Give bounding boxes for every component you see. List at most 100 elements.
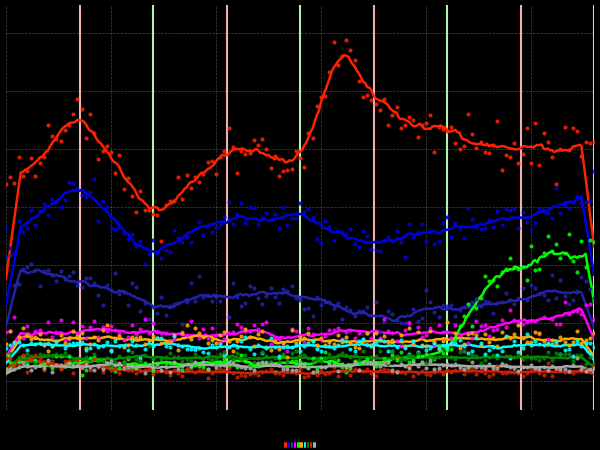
Point <box>119 289 128 296</box>
Point <box>299 163 309 171</box>
Point <box>522 338 532 346</box>
Point <box>127 338 137 345</box>
Point <box>203 374 212 382</box>
Point <box>476 295 485 302</box>
Point <box>551 321 561 328</box>
Point <box>39 364 49 371</box>
Point <box>186 367 196 374</box>
Point <box>392 369 401 376</box>
Point <box>169 336 179 343</box>
Point <box>190 346 200 353</box>
Point <box>430 369 439 376</box>
Point <box>425 358 435 365</box>
Point <box>308 355 317 362</box>
Point <box>249 321 259 328</box>
Point <box>89 353 99 360</box>
Point <box>140 345 149 352</box>
Point <box>119 343 128 351</box>
Point <box>425 227 435 234</box>
Point <box>585 140 595 147</box>
Point <box>333 228 343 235</box>
Point <box>577 367 586 374</box>
Point <box>14 363 23 370</box>
Point <box>400 355 410 362</box>
Point <box>434 344 443 351</box>
Point <box>472 352 481 359</box>
Point <box>64 341 74 348</box>
Point <box>10 314 19 321</box>
Point <box>446 335 456 342</box>
Point <box>505 207 515 214</box>
Point <box>383 308 393 315</box>
Point <box>451 312 460 319</box>
Point <box>501 290 511 297</box>
Point <box>472 144 481 151</box>
Point <box>47 195 57 203</box>
Point <box>514 348 523 355</box>
Point <box>173 342 183 349</box>
Point <box>291 147 301 154</box>
Point <box>22 350 32 357</box>
Point <box>438 328 448 335</box>
Point <box>556 276 565 283</box>
Point <box>350 313 359 320</box>
Point <box>56 137 65 144</box>
Point <box>106 225 116 232</box>
Point <box>522 369 532 376</box>
Point <box>316 239 326 247</box>
Point <box>215 221 225 229</box>
Point <box>518 320 527 327</box>
Point <box>556 351 565 358</box>
Point <box>572 128 582 135</box>
Point <box>123 356 133 363</box>
Point <box>350 57 359 64</box>
Point <box>31 360 40 367</box>
Point <box>236 323 246 330</box>
Point <box>60 363 70 370</box>
Point <box>346 354 355 361</box>
Point <box>493 351 502 359</box>
Point <box>266 360 275 367</box>
Point <box>178 357 187 364</box>
Point <box>60 275 70 282</box>
Point <box>375 248 385 255</box>
Point <box>556 351 565 358</box>
Point <box>274 352 284 360</box>
Point <box>18 334 28 342</box>
Point <box>173 353 183 360</box>
Point <box>484 354 494 361</box>
Point <box>404 351 414 359</box>
Point <box>262 359 271 366</box>
Point <box>194 178 204 185</box>
Point <box>497 222 506 229</box>
Point <box>182 322 191 329</box>
Point <box>81 134 91 141</box>
Point <box>337 366 347 373</box>
Point <box>337 361 347 368</box>
Point <box>568 338 578 346</box>
Point <box>367 354 376 361</box>
Point <box>262 292 271 299</box>
Point <box>232 374 242 381</box>
Point <box>560 292 569 300</box>
Point <box>371 373 380 380</box>
Point <box>56 361 65 368</box>
Point <box>215 361 225 369</box>
Point <box>287 214 296 221</box>
Point <box>446 354 456 361</box>
Point <box>26 366 36 373</box>
Point <box>115 359 124 366</box>
Point <box>106 357 116 364</box>
Point <box>165 359 175 366</box>
Point <box>564 345 574 352</box>
Point <box>488 276 498 283</box>
Point <box>425 371 435 378</box>
Point <box>94 292 103 299</box>
Point <box>396 336 406 343</box>
Point <box>35 330 44 338</box>
Point <box>144 316 154 323</box>
Point <box>26 335 36 342</box>
Point <box>165 369 175 376</box>
Point <box>89 341 99 348</box>
Point <box>535 330 544 337</box>
